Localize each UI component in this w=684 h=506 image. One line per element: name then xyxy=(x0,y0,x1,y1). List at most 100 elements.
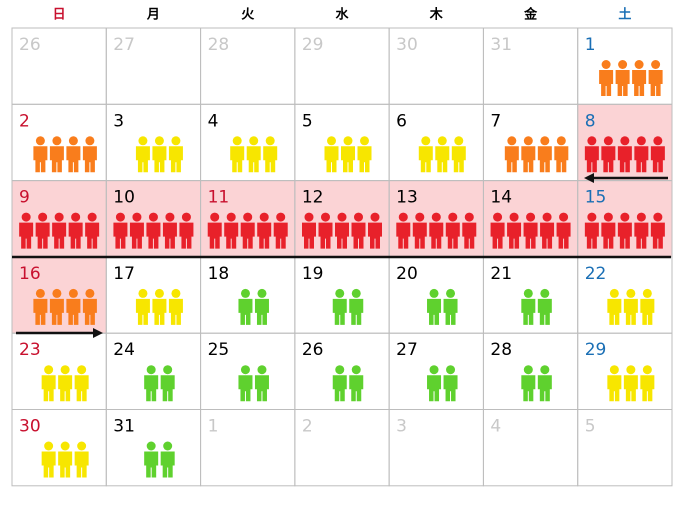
day-number: 4 xyxy=(490,417,501,437)
person-head xyxy=(54,212,64,222)
person-head xyxy=(493,212,503,222)
person-head xyxy=(276,212,286,222)
person-body xyxy=(58,375,73,402)
person-head xyxy=(343,136,353,146)
person-body xyxy=(445,222,460,249)
day-number: 28 xyxy=(208,35,230,55)
person-body xyxy=(396,222,411,249)
day-number: 1 xyxy=(585,35,596,55)
person-head xyxy=(68,288,78,298)
person-head xyxy=(620,212,630,222)
person-head xyxy=(636,136,646,146)
person-head xyxy=(431,212,441,222)
person-head xyxy=(146,441,156,451)
person-head xyxy=(642,288,652,298)
person-head xyxy=(171,136,181,146)
person-head xyxy=(146,365,156,375)
person-body xyxy=(640,375,655,402)
person-head xyxy=(38,212,48,222)
person-body xyxy=(66,146,81,173)
crowd-icons xyxy=(135,136,183,173)
person-head xyxy=(165,212,175,222)
person-head xyxy=(642,365,652,375)
person-head xyxy=(540,136,550,146)
person-head xyxy=(77,441,87,451)
crowd-icons xyxy=(144,365,175,402)
person-head xyxy=(44,365,54,375)
day-number: 9 xyxy=(19,188,30,208)
crowd-icons xyxy=(207,212,288,249)
person-body xyxy=(168,298,183,325)
person-head xyxy=(163,365,173,375)
person-head xyxy=(526,212,536,222)
person-head xyxy=(653,212,663,222)
person-body xyxy=(617,222,632,249)
person-body xyxy=(418,146,433,173)
person-body xyxy=(601,222,616,249)
person-body xyxy=(324,146,339,173)
day-number: 15 xyxy=(585,188,607,208)
day-number: 5 xyxy=(302,111,313,131)
person-head xyxy=(618,60,628,69)
person-body xyxy=(357,146,372,173)
person-body xyxy=(332,298,347,325)
person-body xyxy=(246,146,261,173)
person-body xyxy=(504,146,519,173)
day-number: 16 xyxy=(19,264,41,284)
person-head xyxy=(523,288,533,298)
crowd-icons xyxy=(584,136,665,173)
person-body xyxy=(443,298,458,325)
person-head xyxy=(210,212,220,222)
day-number: 1 xyxy=(208,417,219,437)
person-head xyxy=(523,365,533,375)
person-body xyxy=(240,222,255,249)
crowd-icons xyxy=(135,288,183,325)
person-body xyxy=(634,146,649,173)
person-head xyxy=(523,136,533,146)
person-body xyxy=(443,375,458,402)
day-number: 4 xyxy=(208,111,219,131)
person-head xyxy=(446,365,456,375)
person-head xyxy=(77,365,87,375)
day-number: 11 xyxy=(208,188,230,208)
person-body xyxy=(168,146,183,173)
person-body xyxy=(144,375,159,402)
person-head xyxy=(240,365,250,375)
person-head xyxy=(398,212,408,222)
crowd-icons xyxy=(33,288,97,325)
person-head xyxy=(87,212,97,222)
crowd-icons xyxy=(584,212,665,249)
person-body xyxy=(68,222,83,249)
person-head xyxy=(509,212,519,222)
day-number: 3 xyxy=(396,417,407,437)
person-body xyxy=(33,146,48,173)
person-body xyxy=(52,222,67,249)
person-body xyxy=(207,222,222,249)
person-body xyxy=(135,146,150,173)
person-head xyxy=(351,288,361,298)
crowd-icons xyxy=(324,136,372,173)
day-number: 2 xyxy=(19,111,30,131)
person-head xyxy=(265,136,275,146)
day-number: 12 xyxy=(302,188,324,208)
person-body xyxy=(74,451,89,478)
person-body xyxy=(238,298,253,325)
person-head xyxy=(304,212,314,222)
weekday-label: 月 xyxy=(146,8,160,23)
person-body xyxy=(648,70,663,96)
day-number: 6 xyxy=(396,111,407,131)
person-head xyxy=(337,212,347,222)
person-head xyxy=(257,288,267,298)
person-head xyxy=(138,136,148,146)
weekday-label: 土 xyxy=(618,7,631,23)
day-number: 21 xyxy=(490,264,512,284)
person-body xyxy=(82,146,97,173)
crowd-icons xyxy=(19,212,100,249)
person-head xyxy=(429,365,439,375)
person-body xyxy=(650,146,665,173)
day-number: 28 xyxy=(490,340,512,360)
person-head xyxy=(559,212,569,222)
person-body xyxy=(160,451,175,478)
person-body xyxy=(351,222,366,249)
